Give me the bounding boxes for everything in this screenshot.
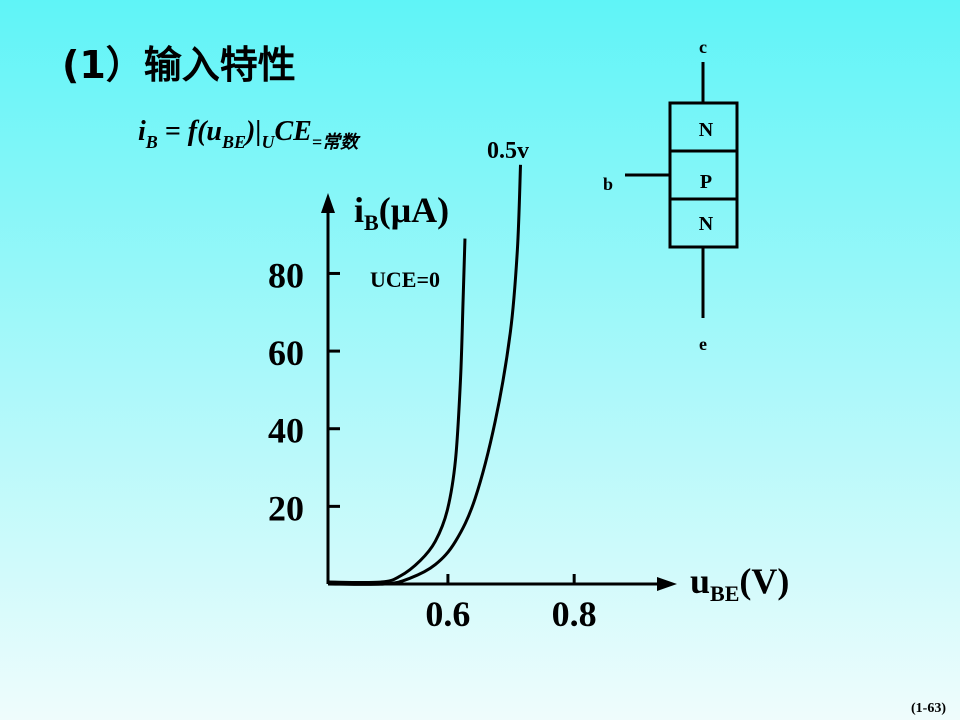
x-axis-label: uBE(V) bbox=[690, 561, 789, 606]
subscript: U bbox=[262, 132, 276, 152]
subscript: B bbox=[364, 210, 379, 235]
page-number: (1-63) bbox=[911, 701, 946, 716]
subscript: =常数 bbox=[312, 132, 361, 152]
slide-title: (1）输入特性 bbox=[62, 43, 296, 87]
x-axis-arrow bbox=[657, 577, 677, 591]
series-label: UCE=0 bbox=[370, 267, 440, 292]
layer-label: N bbox=[699, 119, 714, 141]
y-axis-arrow bbox=[321, 193, 335, 213]
x-tick-label: 0.6 bbox=[425, 594, 470, 634]
layer-label: P bbox=[700, 171, 712, 193]
text-part: )| bbox=[243, 116, 262, 147]
subscript: B bbox=[145, 132, 158, 152]
text-part: u bbox=[690, 561, 710, 601]
text-part: i bbox=[354, 190, 364, 230]
layer-label: N bbox=[699, 213, 714, 235]
emitter-label: e bbox=[699, 334, 707, 354]
y-tick-label: 60 bbox=[268, 333, 304, 373]
subscript: BE bbox=[221, 132, 246, 152]
transistor-diagram bbox=[625, 62, 739, 318]
x-tick-label: 0.8 bbox=[552, 594, 597, 634]
text-part: = f(u bbox=[158, 116, 222, 147]
y-tick-label: 20 bbox=[268, 488, 304, 528]
y-axis-label: iB(μA) bbox=[354, 190, 449, 235]
subscript: BE bbox=[710, 581, 739, 606]
text-part: CE bbox=[275, 116, 312, 147]
formula: iB = f(uBE)|UCE=常数 bbox=[138, 116, 361, 152]
curve bbox=[327, 238, 467, 584]
y-tick-label: 80 bbox=[268, 255, 304, 295]
series-label: 0.5v bbox=[487, 138, 529, 164]
text-part: i bbox=[138, 116, 146, 147]
collector-label: c bbox=[699, 37, 707, 57]
base-label: b bbox=[603, 174, 613, 194]
curve bbox=[327, 164, 523, 586]
text-part: (V) bbox=[739, 561, 789, 601]
text-part: (μA) bbox=[379, 190, 449, 230]
y-tick-label: 40 bbox=[268, 411, 304, 451]
